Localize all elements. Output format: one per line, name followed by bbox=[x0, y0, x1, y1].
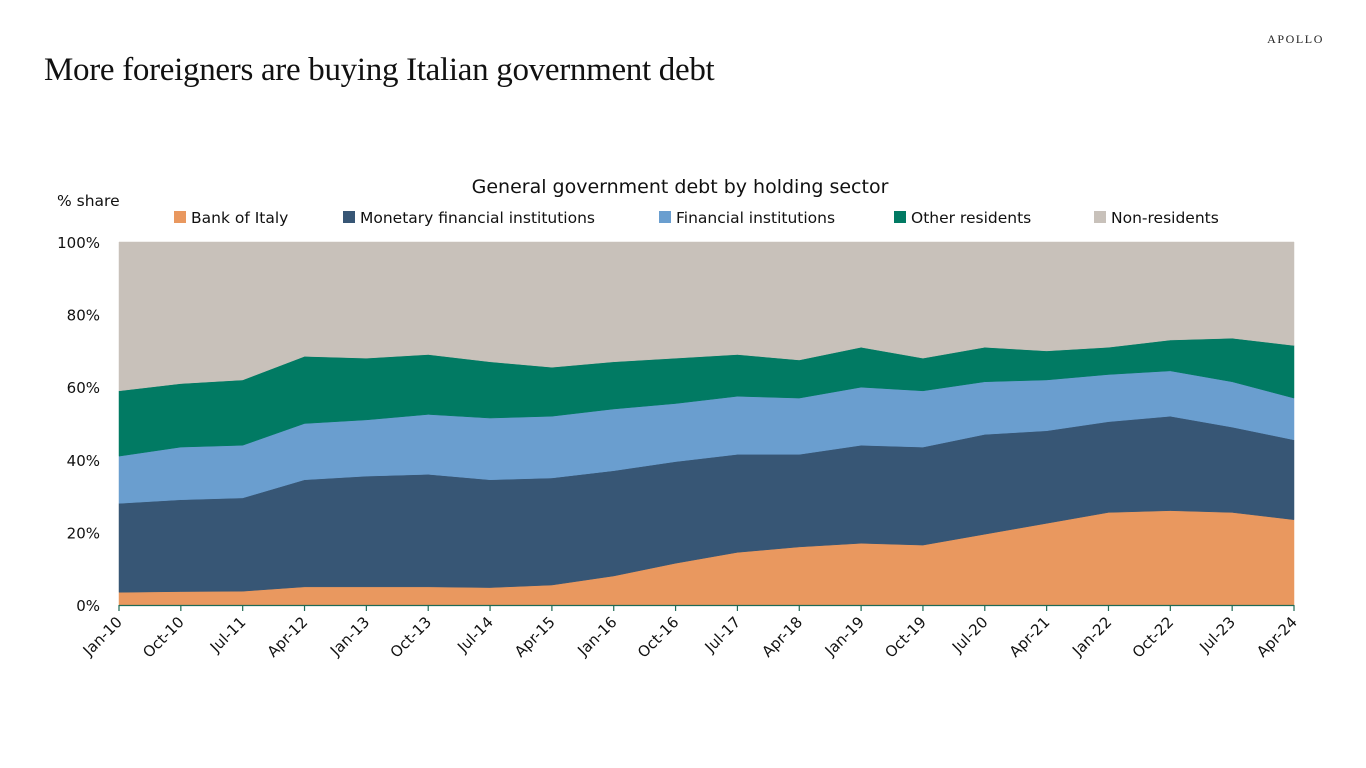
x-tick-label: Oct-22 bbox=[1129, 613, 1177, 661]
y-tick-label: 0% bbox=[76, 597, 100, 615]
y-axis: 0% 20% 40% 60% 80% 100% bbox=[57, 234, 100, 615]
x-tick-label: Jul-14 bbox=[453, 613, 497, 657]
x-tick-label: Oct-13 bbox=[387, 613, 435, 661]
x-tick-label: Jan-22 bbox=[1068, 613, 1115, 660]
page-title: More foreigners are buying Italian gover… bbox=[44, 52, 715, 88]
x-tick-label: Jan-10 bbox=[79, 613, 126, 660]
x-tick-label: Oct-16 bbox=[634, 613, 682, 661]
x-tick-label: Jul-11 bbox=[206, 613, 250, 657]
legend-swatch bbox=[894, 211, 906, 223]
x-tick-label: Apr-18 bbox=[758, 613, 806, 661]
legend-swatch bbox=[343, 211, 355, 223]
legend: Bank of Italy Monetary financial institut… bbox=[174, 209, 1219, 227]
y-tick-label: 100% bbox=[57, 234, 100, 252]
y-tick-label: 60% bbox=[67, 379, 100, 397]
legend-label: Bank of Italy bbox=[191, 209, 288, 227]
x-tick-label: Oct-19 bbox=[881, 613, 929, 661]
x-tick-label: Jan-19 bbox=[821, 613, 868, 660]
legend-swatch bbox=[174, 211, 186, 223]
y-tick-label: 20% bbox=[67, 524, 100, 542]
x-tick-label: Jul-17 bbox=[701, 613, 745, 657]
plot-area bbox=[118, 241, 1295, 606]
chart-title: General government debt by holding secto… bbox=[472, 176, 889, 198]
legend-label: Other residents bbox=[911, 209, 1031, 227]
y-tick-label: 40% bbox=[67, 452, 100, 470]
brand-logo: APOLLO bbox=[1267, 32, 1324, 46]
legend-label: Non-residents bbox=[1111, 209, 1219, 227]
x-tick-label: Jan-13 bbox=[326, 613, 373, 660]
legend-swatch bbox=[1094, 211, 1106, 223]
x-axis: Jan-10 Oct-10 Jul-11 Apr-12 Jan-13 Oct-13 Jul-… bbox=[79, 604, 1301, 661]
x-tick-label: Apr-21 bbox=[1006, 613, 1054, 661]
legend-label: Monetary financial institutions bbox=[360, 209, 595, 227]
legend-label: Financial institutions bbox=[676, 209, 835, 227]
x-tick-label: Jul-20 bbox=[948, 613, 992, 657]
y-axis-label: % share bbox=[57, 192, 120, 210]
x-tick-label: Jul-23 bbox=[1195, 613, 1239, 657]
x-tick-label: Apr-24 bbox=[1253, 613, 1301, 661]
x-tick-label: Oct-10 bbox=[139, 613, 187, 661]
area-non-residents bbox=[118, 241, 1295, 392]
x-tick-label: Apr-12 bbox=[264, 613, 312, 661]
x-tick-label: Apr-15 bbox=[511, 613, 559, 661]
x-tick-label: Jan-16 bbox=[573, 613, 620, 660]
legend-swatch bbox=[659, 211, 671, 223]
y-tick-label: 80% bbox=[67, 307, 100, 325]
